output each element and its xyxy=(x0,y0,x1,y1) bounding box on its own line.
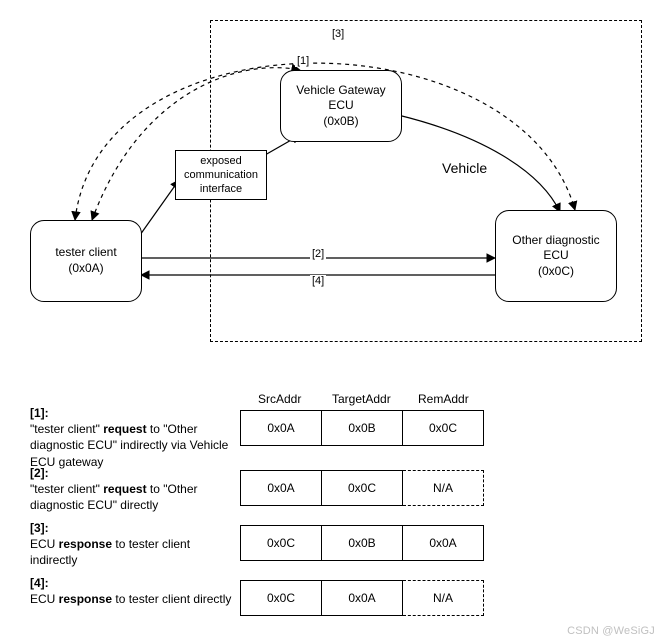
node-exposed-l3: interface xyxy=(200,182,242,196)
node-exposed-l1: exposed xyxy=(200,154,242,168)
r4-tgt: 0x0A xyxy=(322,580,403,616)
legend-2-tag: [2]: xyxy=(30,466,49,480)
row-3: 0x0C 0x0B 0x0A xyxy=(240,525,484,561)
edge-label-2: [2] xyxy=(310,248,326,260)
r4-rem: N/A xyxy=(403,580,484,616)
r1-rem: 0x0C xyxy=(403,410,484,446)
legend-1-b: "tester client" xyxy=(30,422,103,436)
node-other-l3: (0x0C) xyxy=(538,264,574,280)
edge-label-4: [4] xyxy=(310,275,326,287)
legend-3: [3]: ECU response to tester client indir… xyxy=(30,520,240,569)
legend-1-tag: [1]: xyxy=(30,406,49,420)
legend-1: [1]: "tester client" request to "Other d… xyxy=(30,405,240,470)
r3-rem: 0x0A xyxy=(403,525,484,561)
hdr-rem: RemAddr xyxy=(418,392,469,406)
row-4: 0x0C 0x0A N/A xyxy=(240,580,484,616)
legend-4-tag: [4]: xyxy=(30,576,49,590)
node-gateway-l2: ECU xyxy=(328,98,353,114)
hdr-tgt: TargetAddr xyxy=(332,392,391,406)
vehicle-label: Vehicle xyxy=(440,160,489,176)
r3-src: 0x0C xyxy=(240,525,322,561)
edge-label-3: [3] xyxy=(330,28,346,40)
node-other: Other diagnostic ECU (0x0C) xyxy=(495,210,617,302)
node-other-l2: ECU xyxy=(543,248,568,264)
node-tester-l2: (0x0A) xyxy=(68,261,103,277)
row-2: 0x0A 0x0C N/A xyxy=(240,470,484,506)
node-gateway-l3: (0x0B) xyxy=(323,114,358,130)
watermark: CSDN @WeSiGJ xyxy=(567,625,655,637)
node-gateway: Vehicle Gateway ECU (0x0B) xyxy=(280,70,402,142)
r4-src: 0x0C xyxy=(240,580,322,616)
legend-1-bold: request xyxy=(103,422,146,436)
legend-4-b: ECU xyxy=(30,592,59,606)
r2-src: 0x0A xyxy=(240,470,322,506)
r1-src: 0x0A xyxy=(240,410,322,446)
node-exposed-l2: communication xyxy=(184,168,258,182)
legend-2-bold: request xyxy=(103,482,146,496)
r2-rem: N/A xyxy=(403,470,484,506)
legend-3-b: ECU xyxy=(30,537,59,551)
edge-tester-exposed xyxy=(140,180,179,235)
legend-3-tag: [3]: xyxy=(30,521,49,535)
legend-2: [2]: "tester client" request to "Other d… xyxy=(30,465,240,514)
node-other-l1: Other diagnostic xyxy=(512,233,599,249)
r1-tgt: 0x0B xyxy=(322,410,403,446)
legend-4: [4]: ECU response to tester client direc… xyxy=(30,575,231,607)
legend-4-a: to tester client directly xyxy=(112,592,231,606)
r3-tgt: 0x0B xyxy=(322,525,403,561)
hdr-src: SrcAddr xyxy=(258,392,301,406)
node-tester-l1: tester client xyxy=(55,245,116,261)
node-exposed: exposed communication interface xyxy=(175,150,267,200)
row-1: 0x0A 0x0B 0x0C xyxy=(240,410,484,446)
node-tester: tester client (0x0A) xyxy=(30,220,142,302)
r2-tgt: 0x0C xyxy=(322,470,403,506)
legend-2-b: "tester client" xyxy=(30,482,103,496)
legend-3-bold: response xyxy=(59,537,112,551)
edge-label-1: [1] xyxy=(295,55,311,67)
legend-4-bold: response xyxy=(59,592,112,606)
node-gateway-l1: Vehicle Gateway xyxy=(296,83,385,99)
